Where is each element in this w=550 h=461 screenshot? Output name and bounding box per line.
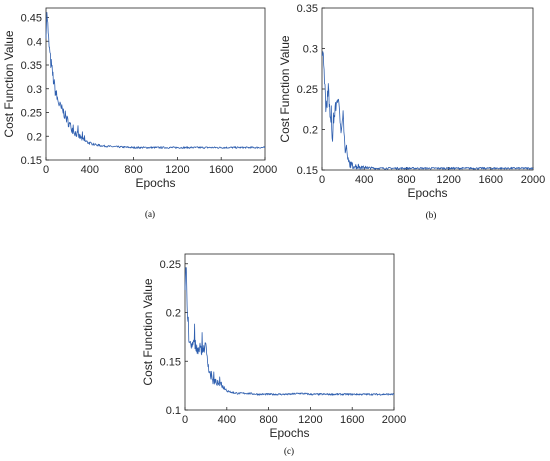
- y-tick-label: 0.35: [297, 3, 318, 15]
- y-axis-label: Cost Function Value: [2, 30, 16, 137]
- y-tick-label: 0.25: [160, 259, 181, 271]
- y-tick-label: 0.25: [297, 84, 318, 96]
- x-tick-label: 400: [355, 174, 373, 186]
- panel-caption: (a): [145, 209, 155, 219]
- x-tick-label: 800: [397, 174, 415, 186]
- x-tick-label: 400: [81, 164, 99, 176]
- plot-area-box: [45, 7, 266, 161]
- series-line-1: [45, 12, 266, 149]
- x-tick-label: 1600: [479, 174, 503, 186]
- plot-area-box: [321, 7, 534, 171]
- y-tick-label: 0.15: [21, 155, 42, 167]
- chart-panel-1: 0 400 800 1200 1600 2000 0.15 0.2 0.25 0.3 0.35 0.4…: [2, 7, 277, 219]
- x-tick-label: 800: [259, 414, 277, 426]
- y-axis-label: Cost Function Value: [141, 278, 155, 385]
- y-tick-label: 0.1: [166, 405, 181, 417]
- x-tick-label: 2000: [253, 164, 277, 176]
- y-tick-label: 0.4: [27, 36, 42, 48]
- y-tick-label: 0.2: [303, 125, 318, 137]
- y-axis-label: Cost Function Value: [278, 35, 292, 142]
- x-tick-label: 1200: [298, 414, 322, 426]
- y-tick-label: 0.15: [297, 165, 318, 177]
- y-tick-label: 0.3: [27, 84, 42, 96]
- x-tick-label: 1200: [436, 174, 460, 186]
- chart-panel-2: 0 400 800 1200 1600 2000 0.15 0.2 0.25 0.3 0.35 Epo…: [278, 3, 545, 220]
- x-axis-label: Epochs: [135, 176, 175, 190]
- panel-caption: (b): [426, 210, 437, 220]
- series-line-1: [321, 51, 534, 170]
- x-axis-label: Epochs: [407, 186, 447, 200]
- y-tick-label: 0.25: [21, 108, 42, 120]
- x-tick-label: 1600: [340, 414, 364, 426]
- panel-caption: (c): [284, 446, 294, 456]
- x-tick-label: 2000: [382, 414, 406, 426]
- x-axis-label: Epochs: [269, 426, 309, 440]
- y-tick-label: 0.45: [21, 13, 42, 25]
- plot-area-box: [184, 253, 395, 411]
- x-tick-label: 0: [43, 164, 49, 176]
- y-tick-label: 0.15: [160, 356, 181, 368]
- x-tick-label: 1600: [209, 164, 233, 176]
- x-tick-label: 2000: [521, 174, 545, 186]
- chart-panel-3: 0 400 800 1200 1600 2000 0.1 0.15 0.2 0.25 Epochs C…: [141, 253, 406, 456]
- series-line-1: [184, 267, 395, 396]
- y-tick-label: 0.3: [303, 44, 318, 56]
- y-tick-label: 0.2: [27, 131, 42, 143]
- y-tick-label: 0.35: [21, 60, 42, 72]
- x-tick-label: 1200: [165, 164, 189, 176]
- x-tick-label: 0: [319, 174, 325, 186]
- x-tick-label: 800: [124, 164, 142, 176]
- y-tick-label: 0.2: [166, 308, 181, 320]
- x-tick-label: 400: [218, 414, 236, 426]
- x-tick-label: 0: [182, 414, 188, 426]
